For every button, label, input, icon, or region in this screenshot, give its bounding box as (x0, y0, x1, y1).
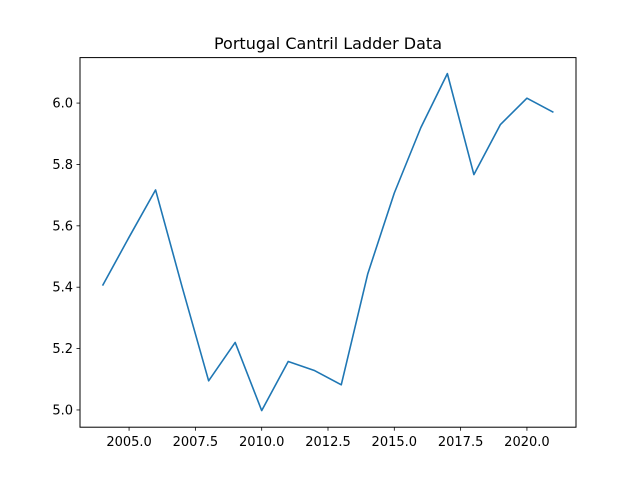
chart-title: Portugal Cantril Ladder Data (214, 34, 442, 53)
y-tick-label: 5.0 (52, 403, 73, 418)
y-tick-label: 5.2 (52, 342, 73, 357)
y-tick-label: 5.8 (52, 158, 73, 173)
x-tick-label: 2020.0 (504, 435, 550, 450)
x-tick-label: 2005.0 (106, 435, 152, 450)
x-tick-label: 2007.5 (173, 435, 219, 450)
y-tick-label: 5.4 (52, 281, 73, 296)
x-tick-label: 2010.0 (239, 435, 285, 450)
x-tick-label: 2012.5 (305, 435, 351, 450)
x-tick-label: 2015.0 (372, 435, 418, 450)
y-tick-label: 5.6 (52, 219, 73, 234)
y-tick-label: 6.0 (52, 97, 73, 112)
x-tick-label: 2017.5 (438, 435, 484, 450)
